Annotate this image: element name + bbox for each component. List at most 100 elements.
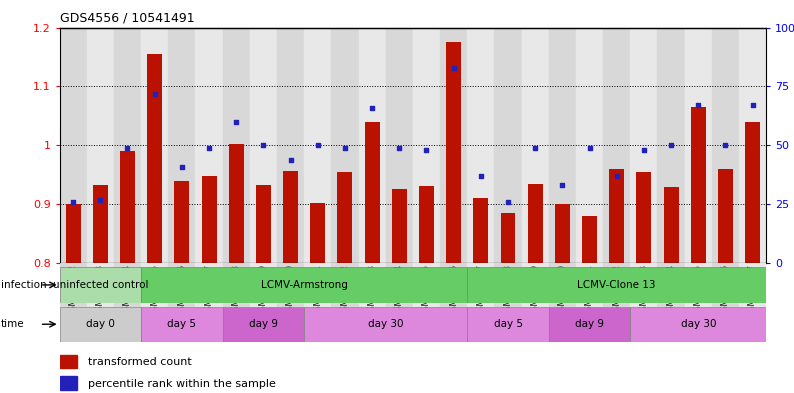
Point <box>556 182 569 189</box>
Text: time: time <box>1 319 25 329</box>
Text: GSM1083162: GSM1083162 <box>341 264 349 315</box>
Point <box>121 145 134 151</box>
Text: GSM1083166: GSM1083166 <box>449 264 458 315</box>
Text: GSM1083172: GSM1083172 <box>612 264 621 315</box>
Point <box>719 142 732 149</box>
Text: GSM1083173: GSM1083173 <box>639 264 649 315</box>
Text: GSM1083152: GSM1083152 <box>68 264 78 315</box>
Bar <box>440 28 467 263</box>
Bar <box>277 263 304 307</box>
Bar <box>684 28 712 263</box>
Bar <box>202 176 217 263</box>
Bar <box>364 122 380 263</box>
Text: GSM1083165: GSM1083165 <box>422 264 431 315</box>
Text: GSM1083158: GSM1083158 <box>232 264 241 315</box>
Text: transformed count: transformed count <box>88 357 191 367</box>
Bar <box>304 28 331 263</box>
Text: GSM1083171: GSM1083171 <box>585 264 594 315</box>
Text: GSM1083153: GSM1083153 <box>96 264 105 315</box>
Text: day 9: day 9 <box>575 319 604 329</box>
Bar <box>147 54 162 263</box>
Text: GSM1083161: GSM1083161 <box>314 264 322 315</box>
Point <box>257 142 270 149</box>
Bar <box>739 28 766 263</box>
Text: GSM1083177: GSM1083177 <box>748 264 757 315</box>
Bar <box>87 28 114 263</box>
Bar <box>222 28 250 263</box>
Bar <box>446 42 461 263</box>
Bar <box>60 376 77 390</box>
Text: GSM1083163: GSM1083163 <box>368 264 376 315</box>
Bar <box>222 263 250 307</box>
Text: day 0: day 0 <box>86 319 115 329</box>
Bar <box>229 144 244 263</box>
Bar <box>467 28 495 263</box>
Text: GSM1083159: GSM1083159 <box>259 264 268 315</box>
Bar <box>630 307 766 342</box>
Point <box>393 145 406 151</box>
Text: day 30: day 30 <box>368 319 403 329</box>
Text: percentile rank within the sample: percentile rank within the sample <box>88 378 276 389</box>
Bar <box>664 187 679 263</box>
Point <box>529 145 542 151</box>
Text: GSM1083168: GSM1083168 <box>503 264 512 315</box>
Text: GSM1083175: GSM1083175 <box>694 264 703 315</box>
Bar <box>141 263 168 307</box>
Point <box>746 102 759 108</box>
Bar <box>630 28 657 263</box>
Bar <box>114 263 141 307</box>
Point <box>583 145 596 151</box>
Bar <box>609 169 624 263</box>
Bar <box>603 263 630 307</box>
Bar <box>283 171 298 263</box>
Bar <box>495 263 522 307</box>
Text: GDS4556 / 10541491: GDS4556 / 10541491 <box>60 12 195 25</box>
Bar <box>413 28 440 263</box>
Bar <box>473 198 488 263</box>
Point <box>338 145 351 151</box>
Bar <box>386 263 413 307</box>
Bar <box>60 263 87 307</box>
Bar <box>222 307 304 342</box>
Bar <box>657 28 684 263</box>
Bar <box>331 28 359 263</box>
Bar <box>60 28 87 263</box>
Bar <box>549 307 630 342</box>
Bar <box>582 216 597 263</box>
Bar <box>419 186 434 263</box>
Bar <box>168 28 195 263</box>
Bar <box>250 28 277 263</box>
Point <box>366 105 379 111</box>
Point <box>230 119 243 125</box>
Text: day 5: day 5 <box>168 319 196 329</box>
Bar <box>114 28 141 263</box>
Text: GSM1083164: GSM1083164 <box>395 264 404 315</box>
Point <box>202 145 215 151</box>
Bar <box>120 151 135 263</box>
Bar <box>195 28 222 263</box>
Bar <box>60 307 141 342</box>
Bar <box>745 122 760 263</box>
Text: GSM1083156: GSM1083156 <box>177 264 187 315</box>
Bar <box>467 307 549 342</box>
Point <box>502 199 515 205</box>
Bar <box>413 263 440 307</box>
Bar <box>304 307 467 342</box>
Bar <box>304 263 331 307</box>
Bar <box>522 263 549 307</box>
Bar <box>66 204 81 263</box>
Bar <box>386 28 413 263</box>
Bar <box>576 263 603 307</box>
Bar <box>691 107 706 263</box>
Text: GSM1083157: GSM1083157 <box>205 264 214 315</box>
Bar <box>637 172 651 263</box>
Text: day 5: day 5 <box>494 319 522 329</box>
Bar <box>684 263 712 307</box>
Bar <box>141 28 168 263</box>
Bar <box>718 169 733 263</box>
Bar <box>93 185 108 263</box>
Bar <box>359 263 386 307</box>
Point <box>447 64 460 71</box>
Text: uninfected control: uninfected control <box>52 280 148 290</box>
Text: day 9: day 9 <box>249 319 278 329</box>
